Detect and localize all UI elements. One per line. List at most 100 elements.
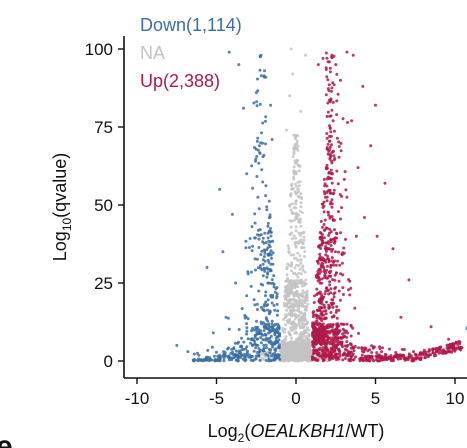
data-point-up — [335, 325, 339, 329]
data-point-up — [322, 200, 326, 204]
data-point-up — [338, 298, 342, 302]
data-point-up — [315, 287, 319, 291]
data-point-na — [297, 169, 301, 173]
data-point-down — [264, 337, 268, 340]
data-point-up — [329, 287, 333, 291]
data-point-down — [230, 356, 234, 360]
data-point-up — [325, 56, 329, 60]
data-point-up — [349, 342, 353, 346]
data-point-down — [266, 236, 270, 240]
data-point-na — [298, 354, 302, 358]
data-point-down — [271, 352, 275, 356]
data-point-up — [459, 348, 463, 352]
data-point-up — [341, 293, 345, 296]
data-point-up — [390, 359, 393, 363]
data-point-down — [254, 91, 258, 95]
data-point-up — [323, 182, 327, 186]
data-point-up — [333, 228, 336, 232]
data-point-up — [341, 353, 345, 357]
data-point-up — [352, 349, 356, 353]
data-point-na — [301, 289, 305, 293]
data-point-na — [307, 333, 311, 337]
data-point-down — [236, 341, 240, 345]
data-point-down — [272, 324, 276, 328]
data-point-up — [321, 322, 325, 326]
data-point-na — [286, 344, 290, 348]
data-point-up — [335, 305, 339, 309]
data-point-up — [317, 244, 321, 248]
data-point-up — [339, 78, 342, 82]
data-point-down — [237, 328, 241, 331]
data-point-na — [291, 72, 295, 76]
data-point-up — [318, 235, 322, 239]
data-point-na — [303, 255, 306, 258]
data-point-up — [321, 262, 325, 266]
data-point-up — [329, 323, 333, 326]
data-point-na — [303, 250, 307, 254]
data-point-na — [290, 328, 294, 332]
data-point-na — [302, 235, 306, 239]
data-point-up — [317, 347, 321, 351]
data-point-down — [267, 216, 271, 220]
data-point-up — [343, 329, 346, 332]
data-point-na — [309, 352, 312, 356]
data-point-down — [244, 354, 248, 358]
data-point-down — [175, 343, 179, 347]
data-point-up — [322, 210, 326, 214]
data-point-down — [236, 359, 240, 363]
data-point-na — [294, 347, 298, 351]
data-point-down — [257, 347, 261, 350]
data-point-na — [292, 218, 296, 222]
data-point-na — [306, 346, 310, 350]
data-point-up — [322, 351, 326, 355]
data-point-up — [318, 300, 322, 304]
data-point-up — [335, 99, 339, 103]
data-point-down — [261, 262, 265, 266]
data-point-up — [327, 213, 331, 217]
data-point-up — [448, 350, 452, 354]
data-point-down — [255, 257, 259, 261]
data-point-down — [247, 355, 251, 359]
data-point-up — [337, 279, 341, 283]
data-point-up — [445, 343, 449, 347]
data-point-up — [336, 322, 340, 326]
data-point-up — [328, 70, 332, 74]
data-point-na — [287, 251, 291, 255]
data-point-down — [205, 265, 209, 269]
data-point-up — [328, 247, 332, 251]
data-point-na — [294, 202, 298, 206]
data-point-na — [291, 323, 295, 327]
data-point-down — [214, 358, 218, 362]
data-point-up — [333, 259, 337, 263]
data-point-down — [245, 172, 249, 176]
data-point-up — [339, 141, 343, 145]
data-point-na — [289, 225, 293, 229]
data-point-down — [250, 225, 254, 229]
data-point-up — [396, 357, 400, 361]
data-point-up — [326, 189, 330, 193]
data-point-na — [280, 341, 284, 345]
data-point-na — [282, 317, 286, 321]
data-point-up — [330, 329, 334, 333]
data-point-up — [325, 115, 329, 118]
x-tick-label: 10 — [446, 389, 465, 408]
data-point-up — [329, 291, 333, 295]
data-point-up — [408, 354, 411, 357]
data-point-down — [278, 357, 282, 361]
data-point-down — [259, 336, 263, 340]
data-point-down — [257, 354, 261, 358]
data-point-up — [375, 234, 379, 238]
data-point-up — [399, 315, 403, 319]
data-point-na — [295, 289, 299, 293]
data-point-up — [413, 352, 417, 356]
data-point-down — [277, 324, 281, 328]
data-point-na — [284, 351, 288, 355]
data-point-down — [257, 207, 261, 211]
data-point-na — [290, 310, 293, 314]
data-point-up — [316, 309, 320, 313]
data-point-up — [341, 322, 345, 326]
data-point-up — [325, 300, 328, 304]
data-point-up — [316, 270, 320, 274]
data-point-down — [278, 345, 281, 349]
